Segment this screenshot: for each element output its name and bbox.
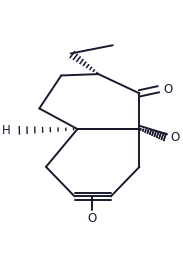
Text: O: O (87, 212, 96, 225)
Text: O: O (171, 131, 180, 144)
Text: O: O (164, 83, 173, 96)
Text: H: H (2, 124, 11, 137)
